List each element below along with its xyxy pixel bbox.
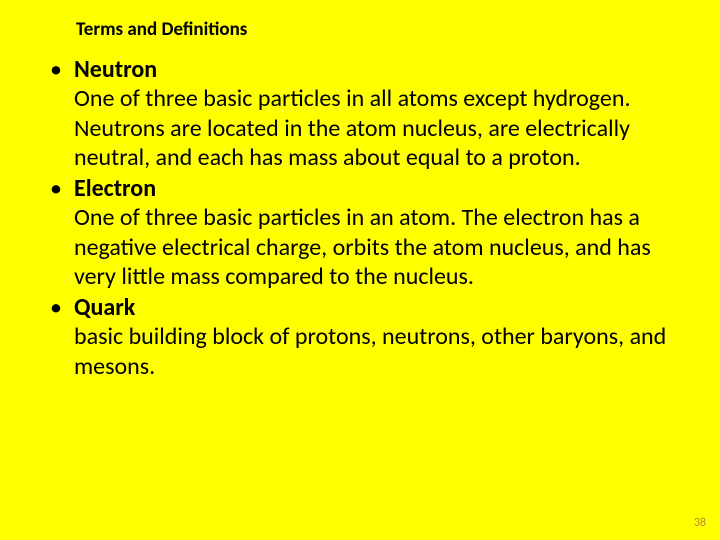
list-item: Quark basic building block of protons, n… (48, 293, 682, 381)
list-item: Neutron One of three basic particles in … (48, 55, 682, 172)
definition-text: One of three basic particles in all atom… (74, 84, 631, 172)
definition-text: basic building block of protons, neutron… (74, 322, 666, 380)
slide-title: Terms and Definitions (76, 18, 690, 41)
slide: Terms and Definitions Neutron One of thr… (0, 0, 720, 540)
term-label: Quark (74, 293, 682, 322)
term-label: Electron (74, 174, 682, 203)
page-number: 38 (694, 516, 706, 530)
definitions-list: Neutron One of three basic particles in … (48, 55, 690, 381)
term-label: Neutron (74, 55, 682, 84)
definition-text: One of three basic particles in an atom.… (74, 203, 651, 291)
list-item: Electron One of three basic particles in… (48, 174, 682, 291)
